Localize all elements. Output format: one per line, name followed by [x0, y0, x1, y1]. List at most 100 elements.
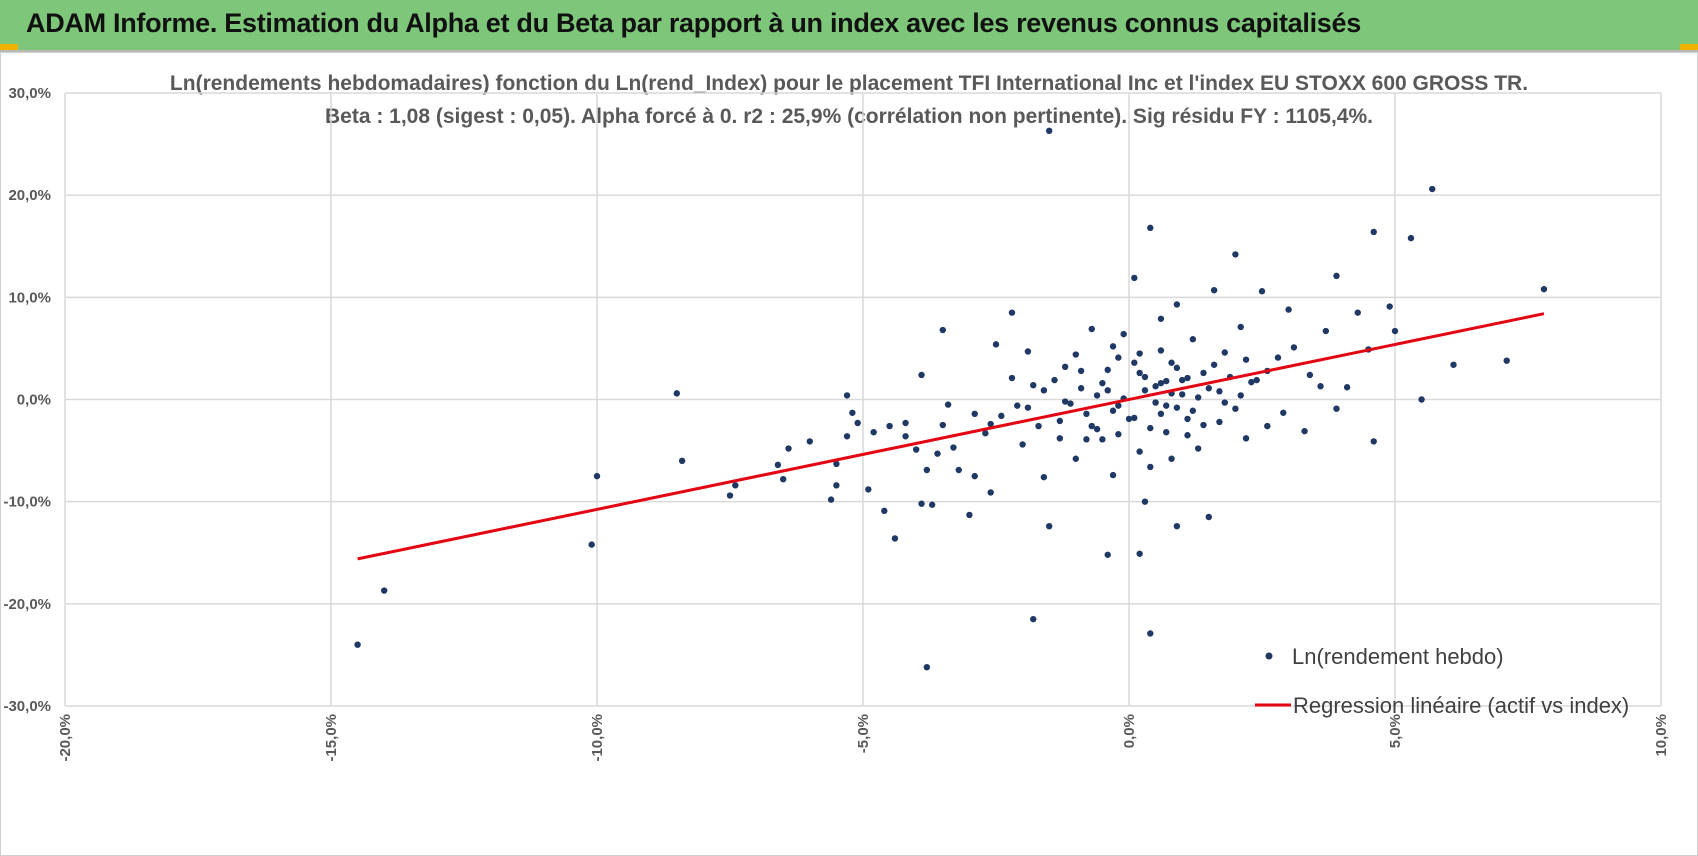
scatter-point — [1189, 407, 1197, 414]
scatter-point — [1147, 463, 1154, 471]
scatter-point — [1205, 385, 1213, 392]
scatter-point — [1184, 432, 1191, 439]
scatter-point — [1343, 384, 1351, 391]
scatter-point — [1061, 398, 1069, 405]
scatter-point — [1072, 455, 1080, 462]
scatter-point — [1152, 399, 1159, 406]
scatter-point — [588, 541, 595, 548]
scatter-point — [1221, 399, 1228, 406]
scatter-point — [902, 419, 909, 427]
scatter-point — [923, 466, 931, 474]
scatter-point — [987, 489, 994, 496]
scatter-point — [1131, 414, 1138, 422]
scatter-point — [1019, 441, 1026, 448]
scatter-point — [1035, 422, 1042, 430]
chart-area: Ln(rendements hebdomadaires) fonction du… — [0, 52, 1698, 856]
scatter-point — [827, 496, 835, 503]
scatter-point — [1248, 378, 1255, 386]
scatter-point — [1083, 436, 1090, 443]
tick-labels-layer: -30,0% -20,0% -10,0% 0,0% 10,0% 20,0% 30,0% -20… — [3, 85, 1670, 762]
scatter-point — [992, 341, 1000, 348]
scatter-point — [1306, 371, 1314, 379]
scatter-point — [939, 421, 946, 429]
scatter-point — [1088, 325, 1095, 333]
scatter-point — [381, 587, 388, 594]
scatter-point — [1216, 418, 1223, 426]
scatter-point — [1077, 385, 1085, 392]
scatter-point — [1450, 361, 1457, 368]
scatter-point — [1040, 387, 1048, 394]
x-tick-label: -20,0% — [57, 714, 74, 762]
scatter-point — [1125, 415, 1133, 423]
scatter-point — [1099, 436, 1106, 443]
scatter-point — [1253, 376, 1260, 384]
regression-layer — [357, 312, 1545, 561]
scatter-point — [1386, 303, 1393, 310]
scatter-point — [1024, 404, 1032, 411]
scatter-point — [1157, 379, 1165, 387]
points-layer — [354, 127, 1548, 671]
scatter-point — [870, 428, 877, 436]
y-tick-label: -20,0% — [3, 596, 51, 613]
scatter-point — [1200, 421, 1207, 429]
x-tick-label: 10,0% — [1653, 714, 1670, 757]
scatter-point — [1194, 445, 1202, 452]
scatter-point — [934, 450, 941, 457]
scatter-point — [1290, 344, 1298, 351]
scatter-point — [1077, 367, 1085, 375]
y-tick-label: 10,0% — [8, 289, 51, 306]
chart-subtitle: Beta : 1,08 (sigest : 0,05). Alpha forcé… — [325, 105, 1373, 128]
scatter-point — [918, 500, 925, 507]
scatter-point — [1173, 404, 1181, 411]
scatter-point — [1285, 306, 1292, 313]
scatter-point — [1194, 394, 1202, 401]
scatter-point — [1131, 359, 1138, 366]
scatter-point — [1120, 330, 1127, 338]
scatter-point — [987, 420, 994, 428]
scatter-point — [1205, 513, 1213, 521]
scatter-point — [1189, 336, 1197, 343]
scatter-point — [1083, 410, 1090, 418]
scatter-point — [928, 501, 936, 508]
scatter-point — [843, 392, 851, 399]
scatter-point — [955, 466, 962, 474]
scatter-point — [1056, 435, 1064, 442]
scatter-point — [1232, 251, 1239, 258]
scatter-point — [1370, 228, 1377, 236]
scatter-point — [849, 409, 856, 416]
legend: Ln(rendement hebdo) Regression linéaire … — [1255, 644, 1629, 718]
scatter-point — [1056, 417, 1064, 425]
scatter-point — [1173, 364, 1181, 372]
scatter-point — [1168, 455, 1175, 462]
scatter-point — [780, 475, 787, 483]
scatter-point — [785, 445, 792, 452]
report-title: ADAM Informe. Estimation du Alpha et du … — [26, 8, 1361, 38]
scatter-point — [1333, 272, 1340, 280]
scatter-point — [982, 430, 989, 437]
scatter-point — [971, 410, 978, 418]
scatter-point — [923, 663, 931, 671]
scatter-point — [1115, 402, 1122, 409]
scatter-point — [1317, 383, 1324, 390]
scatter-point — [886, 422, 893, 430]
x-tick-label: -15,0% — [323, 714, 340, 762]
scatter-point — [918, 371, 925, 379]
scatter-point — [1093, 392, 1101, 399]
scatter-point — [1333, 405, 1340, 412]
scatter-point — [1046, 127, 1053, 135]
scatter-point — [833, 482, 840, 489]
scatter-point — [971, 472, 978, 480]
scatter-point — [1232, 405, 1239, 412]
scatter-point — [950, 444, 957, 451]
legend-label-regression: Regression linéaire (actif vs index) — [1293, 693, 1629, 718]
scatter-point — [1210, 286, 1218, 294]
scatter-point — [1163, 377, 1170, 385]
scatter-point — [1429, 185, 1436, 193]
scatter-point — [726, 492, 734, 499]
scatter-point — [1163, 402, 1170, 409]
accent-corner-right — [1680, 44, 1698, 50]
scatter-point — [1391, 327, 1399, 335]
scatter-point — [1184, 415, 1191, 423]
scatter-point — [1258, 288, 1266, 295]
x-tick-label: -5,0% — [855, 714, 872, 753]
